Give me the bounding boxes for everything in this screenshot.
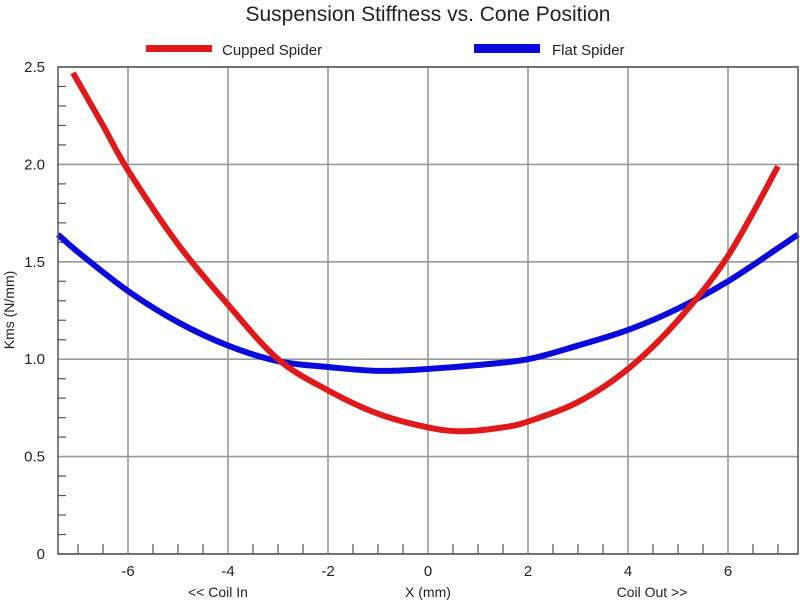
minor-ticks [58,85,779,554]
y-tick-label: 0 [37,546,45,563]
x-tick-label: -6 [121,563,134,580]
y-tick-label: 1.5 [24,254,45,271]
y-tick-label: 2.0 [24,156,45,173]
y-tick-labels: 0 0.5 1.0 1.5 2.0 2.5 [24,59,45,563]
legend-swatch-cupped-spider [146,45,212,52]
x-axis-label: X (mm) [405,584,451,600]
annotation-coil-out: Coil Out >> [617,584,688,600]
x-tick-labels: -6 -4 -2 0 2 4 6 [121,563,732,580]
legend-label-flat-spider: Flat Spider [552,42,625,59]
plot-frame [57,66,799,555]
x-tick-label: 4 [624,563,632,580]
legend-label-cupped-spider: Cupped Spider [222,42,322,59]
x-tick-label: 2 [524,563,532,580]
y-tick-label: 2.5 [24,59,45,76]
x-tick-label: -4 [221,563,234,580]
x-tick-label: 6 [724,563,732,580]
chart-title: Suspension Stiffness vs. Cone Position [246,3,611,26]
x-tick-label: -2 [321,563,334,580]
x-tick-label: 0 [424,563,432,580]
series-layer [56,71,800,435]
legend: Cupped Spider Flat Spider [146,42,625,59]
y-tick-label: 1.0 [24,351,45,368]
y-tick-label: 0.5 [24,449,45,466]
series-line-cupped-spider [70,71,781,435]
y-axis-label: Kms (N/mm) [1,271,17,350]
legend-swatch-flat-spider [474,44,540,53]
annotation-coil-in: << Coil In [188,584,248,600]
